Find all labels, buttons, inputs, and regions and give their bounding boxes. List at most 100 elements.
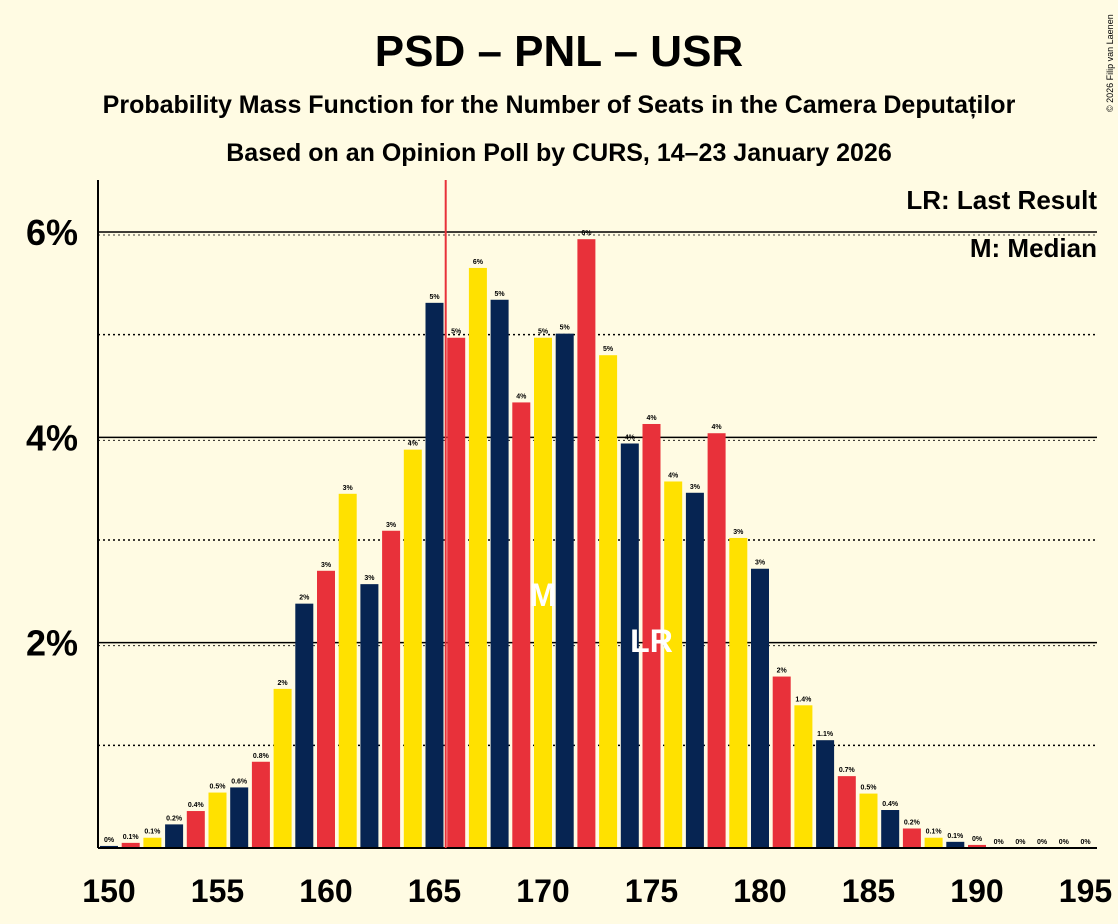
gridlines xyxy=(98,231,1097,747)
bar-seat-187 xyxy=(902,828,921,848)
bars xyxy=(100,239,986,849)
bar-label-seat-181: 2% xyxy=(777,668,788,675)
bar-seat-160 xyxy=(317,570,335,848)
legend-median: M: Median xyxy=(970,233,1097,263)
legend-last-result: LR: Last Result xyxy=(906,185,1097,215)
bar-seat-158 xyxy=(273,688,292,848)
axes: 2% 4% 6% 150 155 160 165 170 175 180 185 190 195 xyxy=(26,180,1112,909)
bar-seat-151 xyxy=(121,842,140,848)
bar-seat-166 xyxy=(447,337,466,848)
bar-label-seat-160: 3% xyxy=(321,562,332,569)
bar-label-seat-179: 3% xyxy=(733,529,744,536)
bar-seat-171 xyxy=(555,333,574,848)
x-tick-label: 150 xyxy=(82,873,135,909)
bar-label-seat-162: 3% xyxy=(364,575,375,582)
y-tick-label: 2% xyxy=(26,623,78,664)
bar-label-seat-168: 5% xyxy=(495,291,506,298)
bar-seat-179 xyxy=(729,537,748,848)
bar-label-seat-167: 6% xyxy=(473,259,484,266)
bar-label-seat-156: 0.6% xyxy=(231,778,248,785)
bar-label-seat-183: 1.1% xyxy=(817,731,834,738)
bar-seat-186 xyxy=(881,810,900,848)
bar-label-seat-158: 2% xyxy=(278,680,289,687)
bar-label-seat-188: 0.1% xyxy=(926,829,943,836)
bar-label-seat-177: 3% xyxy=(690,484,701,491)
chart-subtitle-1: Probability Mass Function for the Number… xyxy=(103,91,1016,119)
bar-label-seat-189: 0.1% xyxy=(947,833,964,840)
bar-label-seat-185: 0.5% xyxy=(861,785,878,792)
x-tick-label: 165 xyxy=(408,873,461,909)
bar-seat-157 xyxy=(251,761,270,848)
x-tick-label: 160 xyxy=(299,873,352,909)
bar-label-seat-171: 5% xyxy=(560,325,571,332)
bar-label-seat-182: 1.4% xyxy=(795,696,812,703)
data-labels: 0% 0.1% 0.1% 0.2% 0.4% 0.5% 0.6% 0.8% 2% 2% 3% 3% 3%… xyxy=(104,230,1091,846)
bar-label-seat-187: 0.2% xyxy=(904,819,921,826)
markers: M LR xyxy=(444,180,673,848)
bar-seat-188 xyxy=(924,837,943,848)
bar-label-seat-194: 0% xyxy=(1059,839,1070,846)
bar-label-seat-191: 0% xyxy=(994,839,1005,846)
x-tick-label: 190 xyxy=(950,873,1003,909)
bar-label-seat-166: 5% xyxy=(451,329,462,336)
chart-title: PSD – PNL – USR xyxy=(375,27,743,76)
x-tick-label: 185 xyxy=(842,873,895,909)
bar-seat-183 xyxy=(816,740,835,848)
copyright: © 2026 Filip van Laenen xyxy=(1105,14,1115,112)
bar-seat-189 xyxy=(946,841,965,848)
x-tick-label: 175 xyxy=(625,873,678,909)
bar-label-seat-152: 0.1% xyxy=(144,829,161,836)
bar-label-seat-176: 4% xyxy=(668,472,679,479)
bar-seat-164 xyxy=(403,449,422,848)
bar-label-seat-172: 6% xyxy=(581,230,592,237)
bar-seat-163 xyxy=(382,530,401,848)
bar-seat-161 xyxy=(338,493,357,848)
x-tick-label: 195 xyxy=(1059,873,1112,909)
bar-label-seat-174: 4% xyxy=(625,434,636,441)
bar-label-seat-192: 0% xyxy=(1015,839,1026,846)
bar-seat-174 xyxy=(620,443,639,848)
bar-seat-170 xyxy=(534,337,552,848)
bar-label-seat-164: 4% xyxy=(408,441,419,448)
bar-seat-152 xyxy=(143,837,162,848)
bar-seat-169 xyxy=(512,402,531,848)
bar-seat-167 xyxy=(468,267,487,848)
bar-seat-153 xyxy=(165,824,184,848)
bar-seat-181 xyxy=(772,676,791,848)
bar-label-seat-155: 0.5% xyxy=(210,784,227,791)
bar-seat-172 xyxy=(577,239,596,849)
bar-label-seat-150: 0% xyxy=(104,837,115,844)
bar-label-seat-175: 4% xyxy=(646,415,657,422)
bar-label-seat-170: 5% xyxy=(538,329,549,336)
bar-label-seat-169: 4% xyxy=(516,393,527,400)
last-result-marker: LR xyxy=(630,623,673,659)
x-tick-label: 155 xyxy=(191,873,244,909)
bar-label-seat-153: 0.2% xyxy=(166,815,183,822)
bar-label-seat-193: 0% xyxy=(1037,839,1048,846)
x-tick-label: 180 xyxy=(733,873,786,909)
bar-seat-173 xyxy=(599,355,618,848)
bar-label-seat-159: 2% xyxy=(299,595,310,602)
bar-seat-156 xyxy=(230,787,249,848)
y-tick-label: 4% xyxy=(26,417,78,458)
bar-label-seat-178: 4% xyxy=(712,424,723,431)
bar-label-seat-173: 5% xyxy=(603,346,614,353)
bar-label-seat-163: 3% xyxy=(386,522,397,529)
bar-seat-180 xyxy=(751,568,769,848)
bar-label-seat-195: 0% xyxy=(1080,839,1091,846)
x-tick-label: 170 xyxy=(516,873,569,909)
bar-seat-185 xyxy=(859,793,878,848)
bar-label-seat-184: 0.7% xyxy=(839,767,856,774)
bar-seat-150 xyxy=(100,845,118,848)
bar-label-seat-161: 3% xyxy=(343,485,354,492)
bar-seat-182 xyxy=(794,705,813,848)
bar-label-seat-186: 0.4% xyxy=(882,801,899,808)
bar-label-seat-165: 5% xyxy=(429,294,440,301)
chart-subtitle-2: Based on an Opinion Poll by CURS, 14–23 … xyxy=(226,139,892,167)
bar-seat-168 xyxy=(490,299,509,848)
bar-seat-155 xyxy=(208,792,227,848)
bar-seat-159 xyxy=(295,603,314,848)
bar-seat-178 xyxy=(707,433,726,848)
bar-label-seat-180: 3% xyxy=(755,560,766,567)
